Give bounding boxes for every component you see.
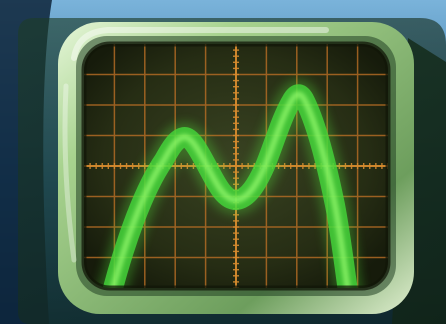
- waveform-trace: [97, 79, 363, 288]
- bezel-highlight-top: [71, 27, 329, 61]
- bezel-highlight-left: [62, 83, 77, 263]
- screen-edge: [81, 41, 391, 291]
